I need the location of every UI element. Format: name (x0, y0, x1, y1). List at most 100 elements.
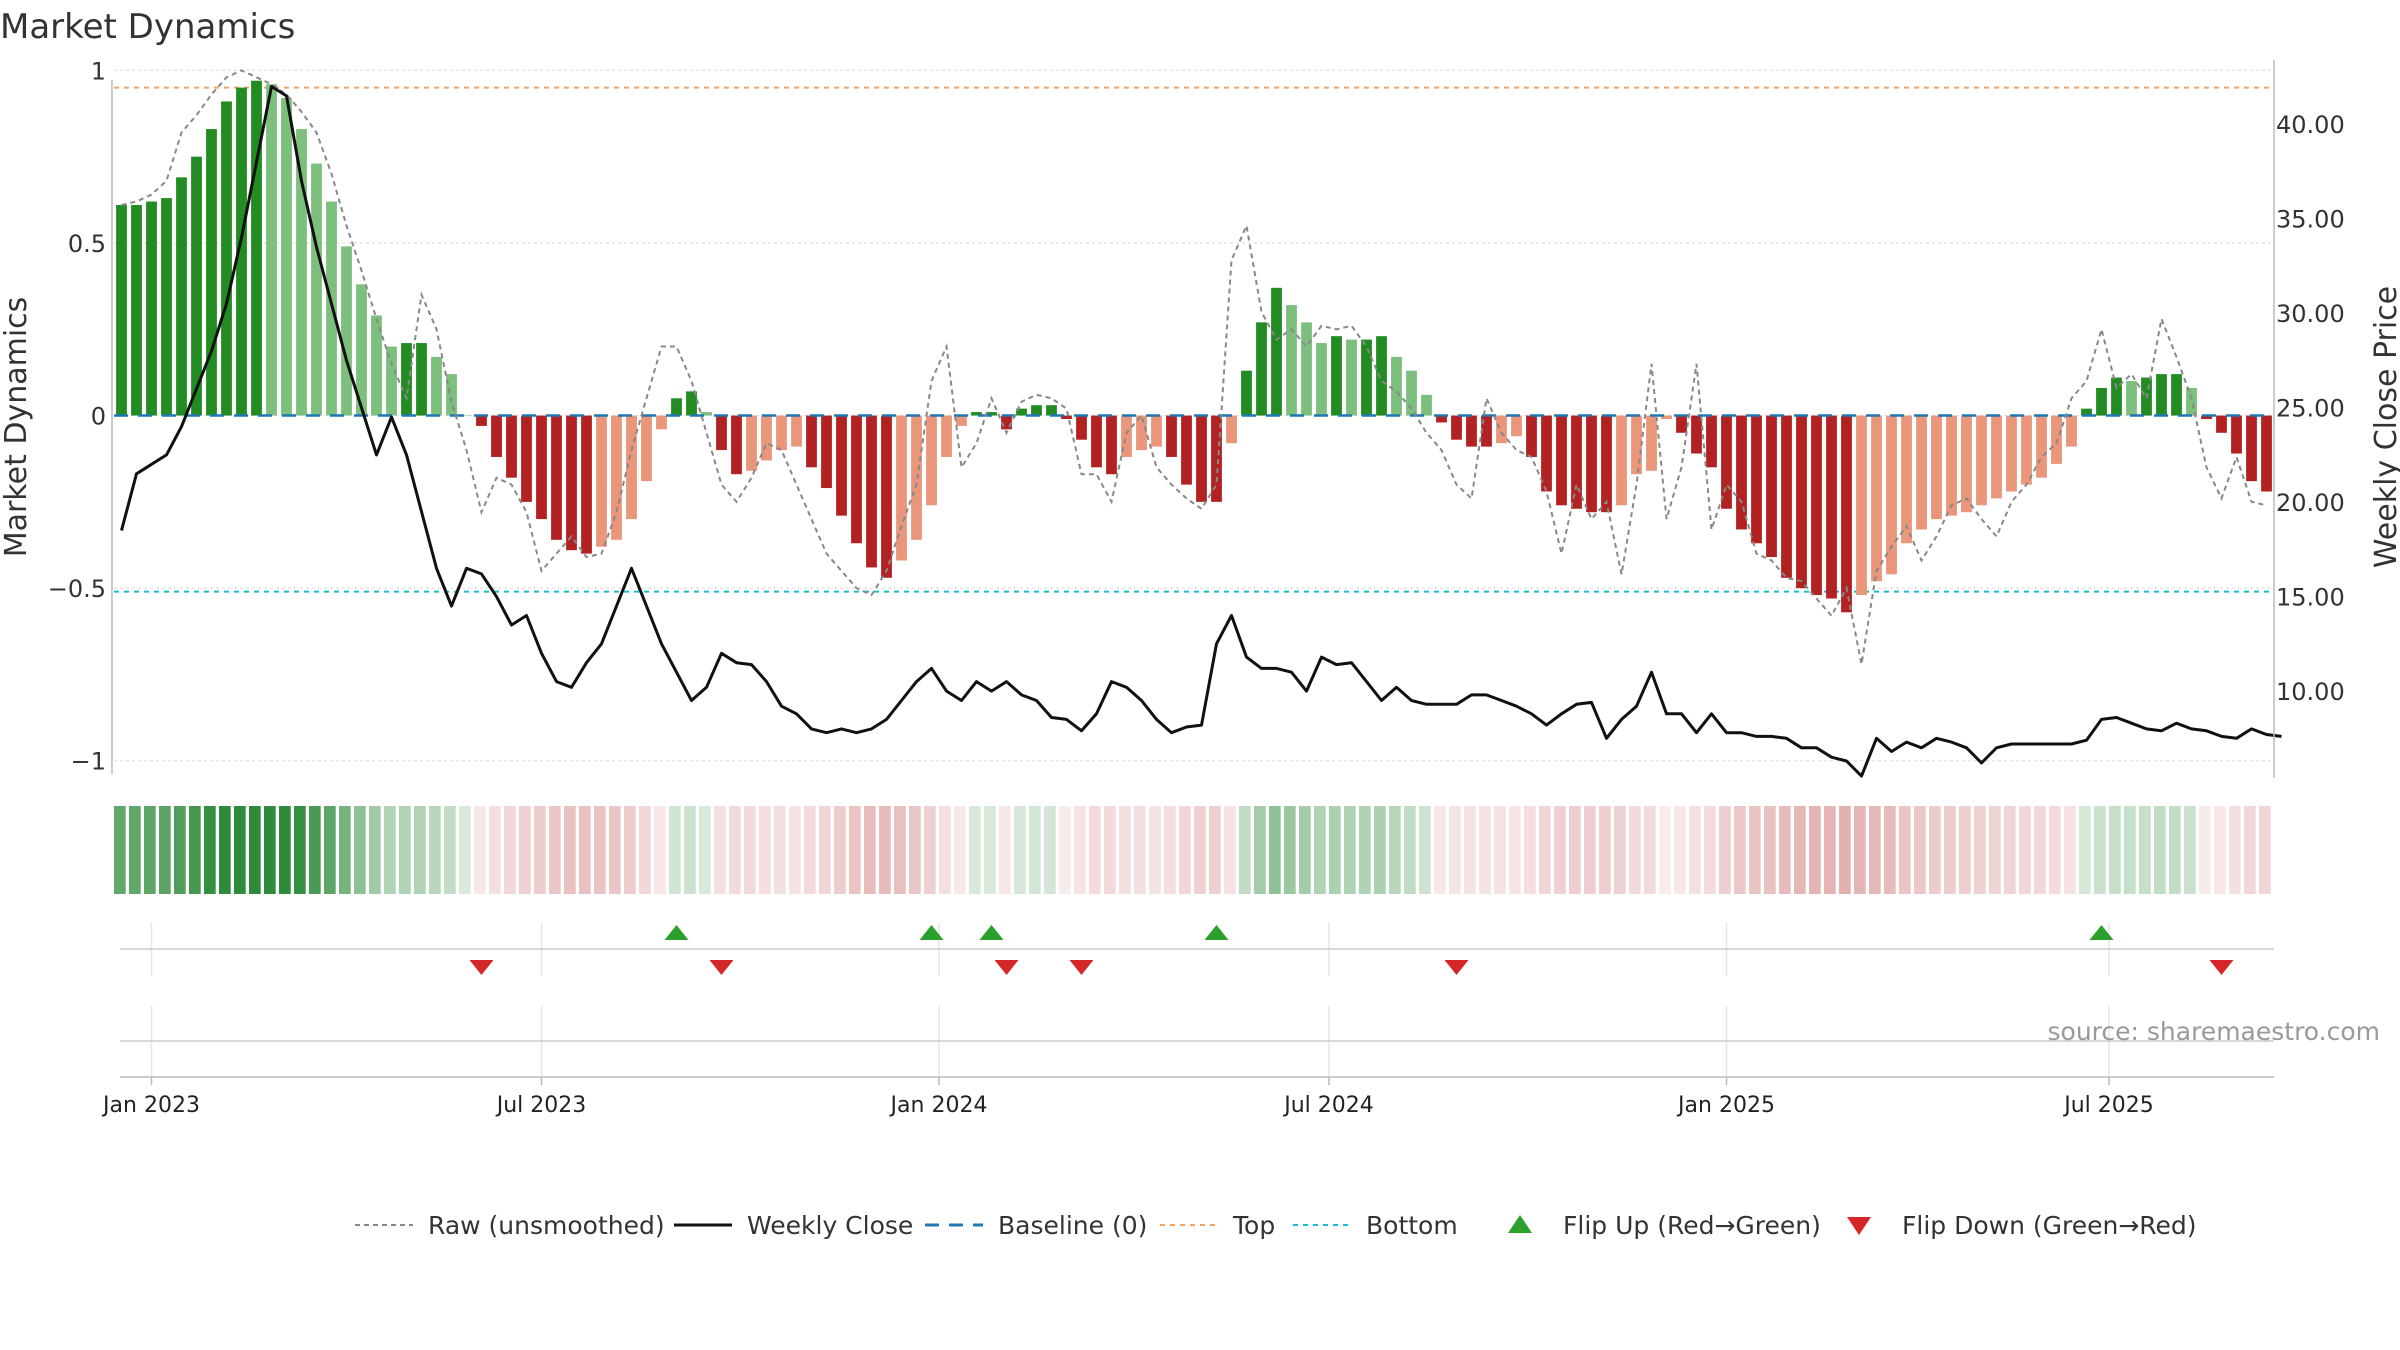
bar (1511, 415, 1522, 437)
x-tick-label: Jan 2025 (1676, 1093, 1775, 1118)
bar (1526, 415, 1537, 457)
bar (1061, 415, 1072, 419)
bar (1991, 415, 2002, 499)
strip-cell (2229, 806, 2241, 894)
bar (1121, 415, 1132, 457)
strip-cell (144, 806, 156, 894)
bar (491, 415, 502, 457)
bar (941, 415, 952, 457)
strip-cell (204, 806, 216, 894)
strip-cell (1344, 806, 1356, 894)
strip-cell (1584, 806, 1596, 894)
strip-cell (879, 806, 891, 894)
bar (1766, 415, 1777, 558)
bar (2246, 415, 2257, 482)
strip-cell (1284, 806, 1296, 894)
x-tick-label: Jul 2025 (2062, 1093, 2154, 1118)
bar (791, 415, 802, 447)
strip-cell (1089, 806, 1101, 894)
bar (881, 415, 892, 578)
strip-cell (1134, 806, 1146, 894)
strip-cell (624, 806, 636, 894)
bar (761, 415, 772, 461)
bar (956, 415, 967, 426)
bar (1796, 415, 1807, 589)
bar (2186, 387, 2197, 416)
bar (701, 412, 712, 416)
flip-up-marker (664, 925, 689, 940)
strip-cell (1464, 806, 1476, 894)
strip-cell (1929, 806, 1941, 894)
flip-down-marker (469, 960, 494, 975)
legend: Raw (unsmoothed) Weekly Close Baseline (0)… (355, 1211, 2197, 1240)
strip-cell (1629, 806, 1641, 894)
flip-up-marker (1204, 925, 1229, 940)
strip-cell (309, 806, 321, 894)
bar (2156, 374, 2167, 416)
bar (356, 284, 367, 416)
strip-cell (2259, 806, 2271, 894)
bar (1826, 415, 1837, 599)
bar (431, 356, 442, 416)
right-tick-label: 25.00 (2276, 395, 2345, 423)
strip-cell (729, 806, 741, 894)
bar (1151, 415, 1162, 447)
bar (1661, 415, 1672, 419)
bar (611, 415, 622, 540)
strip-cell (2244, 806, 2256, 894)
strip-cell (1899, 806, 1911, 894)
strip-cell (1149, 806, 1161, 894)
bar (1556, 415, 1567, 506)
bar (2036, 415, 2047, 478)
bar (2261, 415, 2272, 492)
strip-cell (1449, 806, 1461, 894)
bar (686, 391, 697, 416)
bar (821, 415, 832, 489)
strip-cell (489, 806, 501, 894)
strip-cell (1674, 806, 1686, 894)
bar (1196, 415, 1207, 502)
bar (191, 156, 202, 416)
strip-cell (1689, 806, 1701, 894)
strip-cell (1614, 806, 1626, 894)
bar (1046, 405, 1057, 416)
strip-cell (1794, 806, 1806, 894)
strip-cell (2004, 806, 2016, 894)
strip-cell (219, 806, 231, 894)
strip-cell (999, 806, 1011, 894)
bar (1331, 336, 1342, 416)
bar (1016, 408, 1027, 416)
bar (596, 415, 607, 547)
strip-cell (2094, 806, 2106, 894)
bar (251, 80, 262, 416)
strip-cell (834, 806, 846, 894)
strip-cell (1869, 806, 1881, 894)
strip-cell (1329, 806, 1341, 894)
strip-cell (1779, 806, 1791, 894)
bar (1961, 415, 1972, 513)
strip-cell (2184, 806, 2196, 894)
strip-cell (774, 806, 786, 894)
bar (236, 87, 247, 416)
bar (1916, 415, 1927, 530)
bar (1571, 415, 1582, 509)
bar (416, 343, 427, 416)
strip-cell (1854, 806, 1866, 894)
strip-cell (2019, 806, 2031, 894)
bar (2096, 387, 2107, 416)
strip-cell (1014, 806, 1026, 894)
bar (776, 415, 787, 451)
bar (2201, 415, 2212, 419)
strip-cell (1749, 806, 1761, 894)
bar (1106, 415, 1117, 475)
flip-panel (120, 922, 2274, 976)
main-panel: 1 0.5 0 −0.5 −1 40.00 35.00 30.00 25.00 20.00 15.… (0, 57, 2400, 778)
raw-series (121, 69, 2267, 665)
strip-cell (129, 806, 141, 894)
market-dynamics-bars (114, 80, 2274, 613)
strip-cell (894, 806, 906, 894)
strip-cell (1239, 806, 1251, 894)
legend-label: Weekly Close (747, 1211, 913, 1240)
strip-cell (369, 806, 381, 894)
bar (506, 415, 517, 478)
